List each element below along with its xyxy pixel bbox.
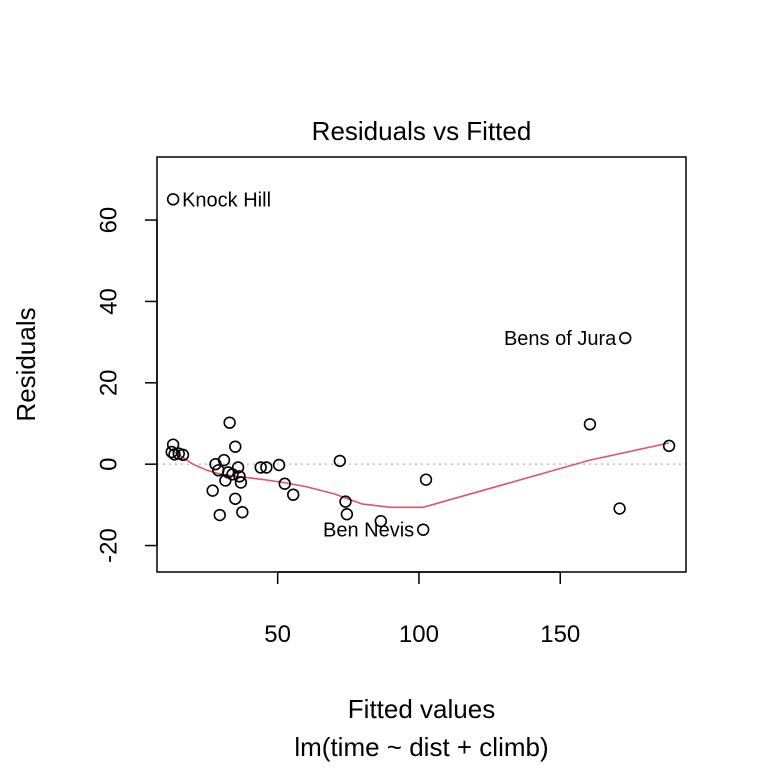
y-tick-label: 60: [96, 207, 123, 234]
residual-point: [260, 461, 273, 474]
plot-frame: [156, 156, 687, 573]
residual-point: [219, 474, 232, 487]
residual-point: [419, 473, 433, 486]
residual-point: [278, 477, 291, 490]
residual-point: [165, 445, 178, 459]
residual-point: [231, 461, 245, 474]
point-annotation: Ben Nevis: [323, 520, 414, 542]
x-tick-label: 150: [540, 621, 580, 648]
residual-point: [333, 454, 347, 468]
x-tick-label: 100: [399, 621, 439, 648]
chart-title: Residuals vs Fitted: [312, 116, 532, 146]
residual-point: [662, 439, 676, 453]
x-axis-label: Fitted values: [348, 694, 495, 724]
x-axis: 50 100 150: [264, 571, 580, 648]
residual-point: [234, 476, 248, 489]
residual-point: [176, 448, 190, 462]
y-tick-label: 20: [96, 369, 123, 396]
residual-point: [206, 484, 219, 497]
smooth-line: [171, 442, 670, 509]
residual-point: [217, 453, 231, 467]
y-axis: -20 0 20 40 60: [96, 207, 158, 563]
residual-point: [619, 331, 632, 345]
residual-point: [374, 514, 388, 528]
residual-point: [223, 416, 236, 429]
residual-point: [340, 508, 354, 521]
residual-point: [613, 502, 626, 515]
residual-point: [166, 193, 180, 206]
residual-point: [583, 418, 597, 431]
y-tick-label: 40: [96, 288, 123, 315]
x-tick-label: 50: [264, 621, 291, 648]
residual-point: [229, 492, 242, 505]
residual-point: [272, 458, 286, 472]
residual-point: [229, 440, 242, 453]
residual-point: [168, 448, 181, 461]
residual-point: [416, 523, 430, 536]
residual-point: [213, 508, 226, 522]
residual-point: [166, 438, 180, 451]
y-axis-label: Residuals: [11, 307, 41, 421]
point-annotation: Bens of Jura: [504, 328, 617, 350]
residual-point: [339, 495, 352, 508]
y-tick-label: -20: [96, 528, 123, 563]
y-tick-label: 0: [96, 458, 123, 471]
x-axis-subtitle: lm(time ~ dist + climb): [294, 732, 548, 762]
residual-point: [287, 488, 300, 501]
point-annotation: Knock Hill: [182, 189, 271, 211]
residual-point: [254, 461, 267, 474]
residual-point: [236, 505, 249, 519]
residual-point: [233, 470, 246, 483]
